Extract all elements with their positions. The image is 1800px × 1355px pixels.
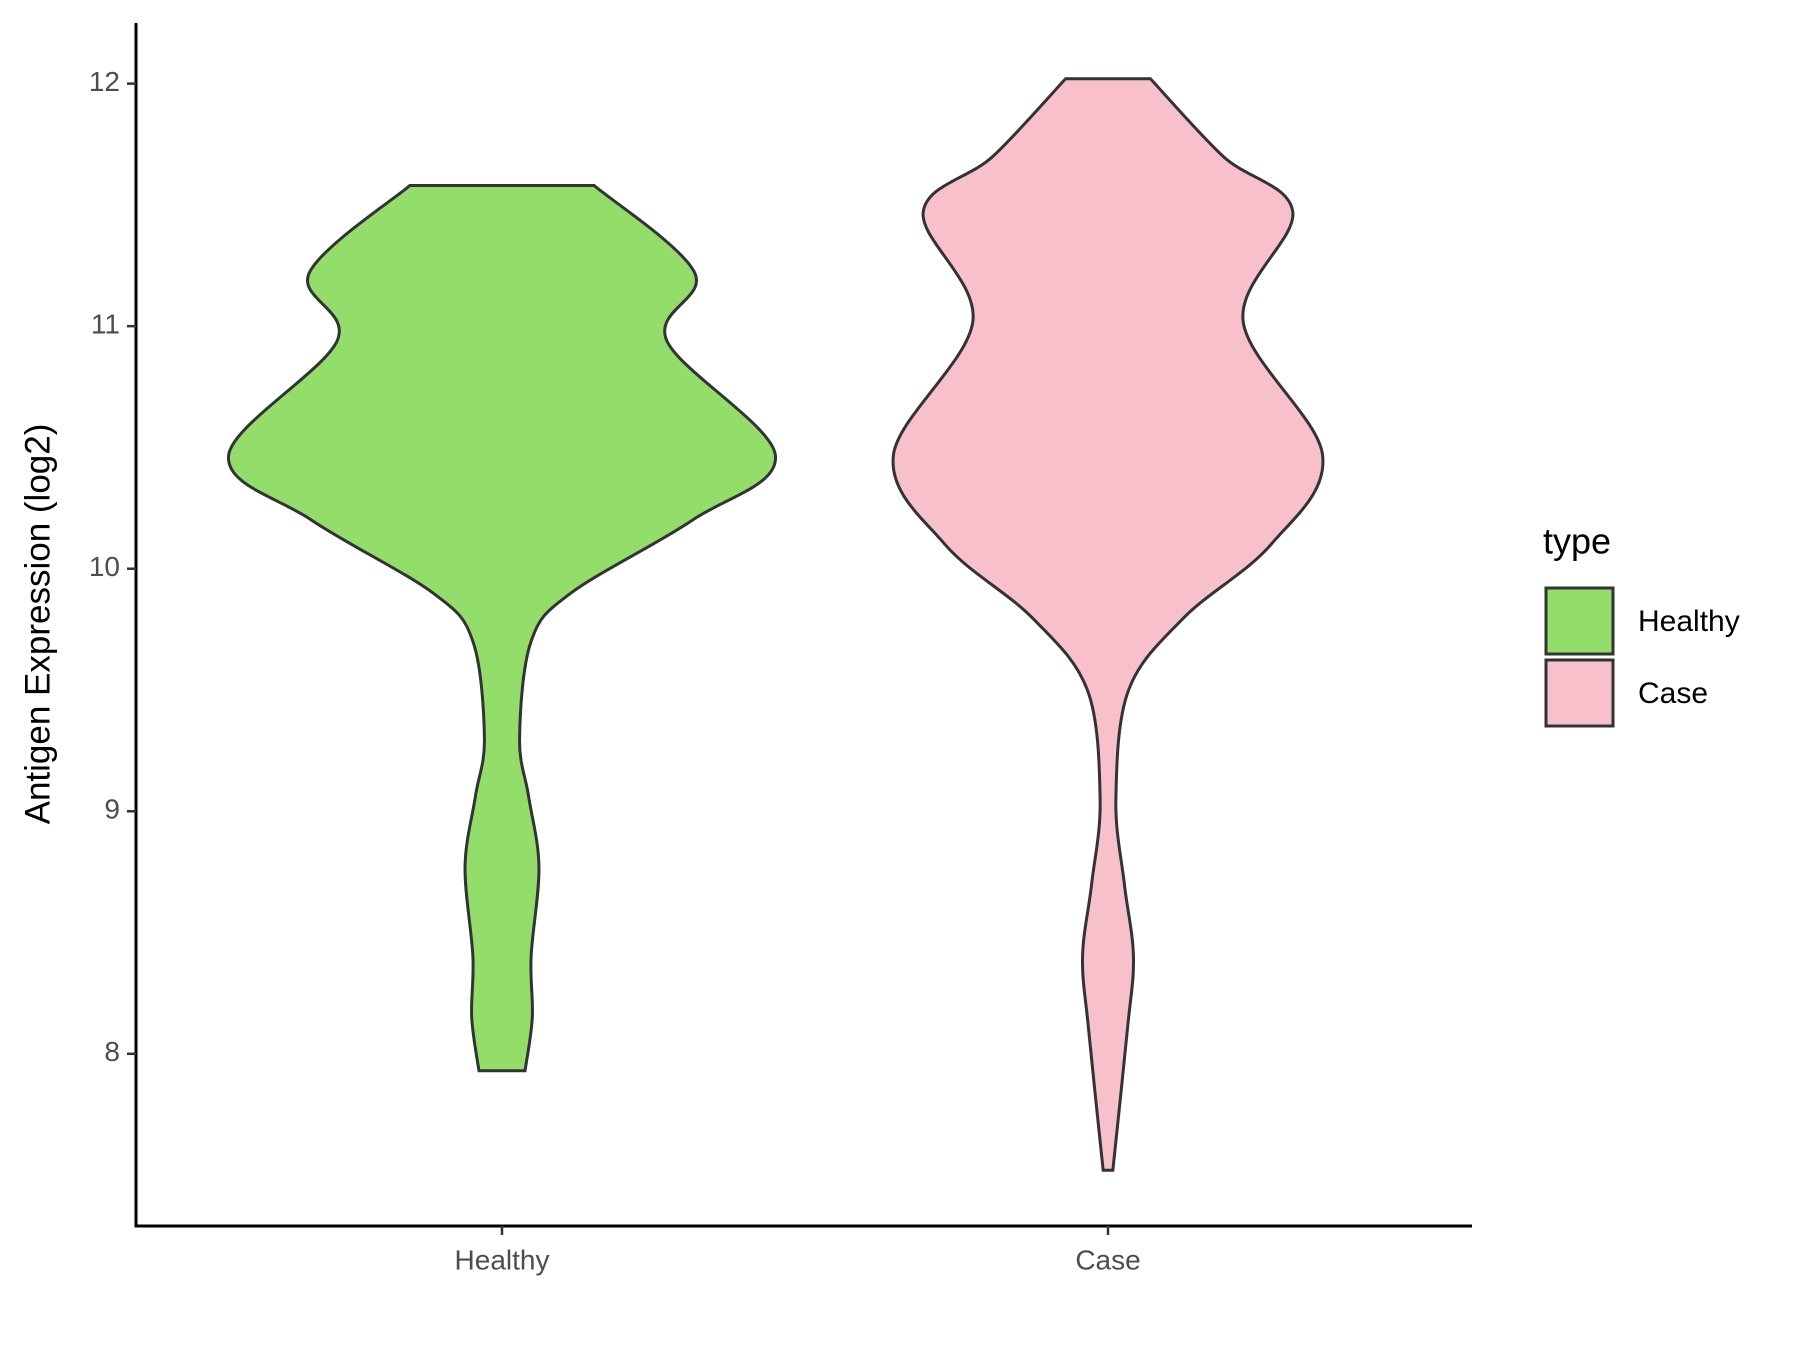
violin bbox=[227, 184, 777, 1073]
y-tick-label: 8 bbox=[104, 1036, 120, 1067]
violin bbox=[891, 77, 1325, 1172]
legend-title: type bbox=[1543, 521, 1611, 562]
y-tick-label: 12 bbox=[89, 66, 120, 97]
y-tick-label: 10 bbox=[89, 551, 120, 582]
x-tick-label: Healthy bbox=[455, 1244, 550, 1275]
legend-key bbox=[1544, 586, 1615, 656]
y-tick-label: 11 bbox=[91, 309, 120, 340]
legend-key bbox=[1544, 658, 1615, 728]
y-axis-label: Antigen Expression (log2) bbox=[18, 424, 57, 825]
x-tick-label: Case bbox=[1075, 1244, 1140, 1275]
legend-label: Healthy bbox=[1638, 605, 1740, 638]
y-tick-label: 9 bbox=[104, 794, 120, 825]
legend-label: Case bbox=[1638, 677, 1708, 710]
